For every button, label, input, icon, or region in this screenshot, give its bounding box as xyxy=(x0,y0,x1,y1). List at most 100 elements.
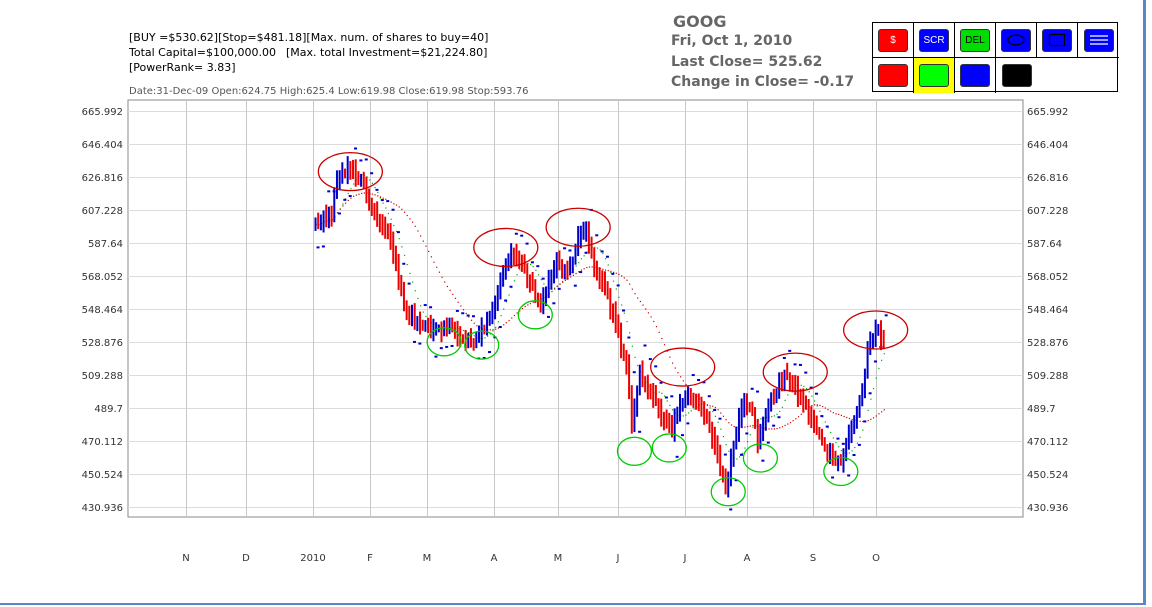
moving-average-dot xyxy=(382,197,384,199)
moving-average-dot xyxy=(508,294,510,296)
moving-average-dot xyxy=(883,409,885,411)
toolbar-cell-selected xyxy=(914,58,955,93)
moving-average-dot xyxy=(412,281,414,283)
ellipse-icon xyxy=(1007,34,1025,46)
x-tick-label: M xyxy=(554,553,563,564)
moving-average-dot xyxy=(417,230,419,232)
moving-average-dot xyxy=(393,224,395,227)
moving-average-dot xyxy=(452,293,454,295)
high-circle xyxy=(317,151,384,192)
green-swatch[interactable] xyxy=(919,64,949,87)
moving-average-dot xyxy=(661,337,663,340)
moving-average-dot xyxy=(556,285,558,288)
moving-average-dot xyxy=(355,194,357,196)
moving-average-dot xyxy=(575,265,577,267)
dollar-button[interactable]: $ xyxy=(878,28,908,52)
moving-average-dot xyxy=(722,415,725,417)
low-circle xyxy=(464,330,500,360)
red-swatch[interactable] xyxy=(878,64,908,87)
rectangle-tool-button[interactable] xyxy=(1042,28,1072,52)
last-close: Last Close= 525.62 xyxy=(671,54,823,70)
black-swatch[interactable] xyxy=(1001,64,1032,87)
moving-average-dot xyxy=(623,277,625,279)
moving-average-dot xyxy=(787,394,789,396)
moving-average-dot xyxy=(347,199,349,202)
moving-average-dot xyxy=(414,225,416,227)
toolbar-cell: DEL xyxy=(955,23,996,58)
moving-average-dot xyxy=(878,367,880,370)
y-tick-label-right: 430.936 xyxy=(1027,503,1068,514)
moving-average-dot xyxy=(580,258,583,260)
y-tick-label-right: 587.64 xyxy=(1027,239,1062,250)
moving-average-dot xyxy=(816,405,818,407)
del-button[interactable]: DEL xyxy=(960,28,990,52)
y-tick-label-right: 450.524 xyxy=(1027,470,1068,481)
lines-icon xyxy=(1089,35,1108,45)
moving-average-dot xyxy=(401,246,403,248)
x-tick-label: J xyxy=(616,553,620,564)
moving-average-dot xyxy=(540,279,542,281)
moving-average-dot xyxy=(444,281,446,283)
moving-average-dot xyxy=(848,417,851,420)
moving-average-dot xyxy=(645,308,647,310)
high-circle xyxy=(650,347,716,387)
moving-average-dot xyxy=(835,413,837,415)
moving-average-dot xyxy=(760,418,762,420)
lines-tool-button[interactable] xyxy=(1083,28,1114,52)
moving-average-dot xyxy=(377,191,379,194)
moving-average-dot xyxy=(513,314,516,317)
moving-average-dot xyxy=(669,404,671,406)
moving-average-dot xyxy=(505,301,507,303)
moving-average-dot xyxy=(709,405,711,407)
moving-average-dot xyxy=(406,264,408,266)
moving-average-dot xyxy=(714,415,717,417)
moving-average-dot xyxy=(827,427,829,429)
moving-average-dot xyxy=(527,262,529,264)
moving-average-dot xyxy=(371,182,373,184)
moving-average-dot xyxy=(728,422,730,424)
buy-info: [BUY =$530.62][Stop=$481.18][Max. num. o… xyxy=(129,31,489,44)
moving-average-dot xyxy=(749,425,751,427)
scr-button[interactable]: SCR xyxy=(919,28,949,52)
blue-swatch[interactable] xyxy=(960,64,990,87)
moving-average-dot xyxy=(516,312,518,314)
moving-average-dot xyxy=(395,230,398,232)
moving-average-dot xyxy=(403,254,406,257)
moving-average-dot xyxy=(752,424,754,427)
moving-average-dot xyxy=(586,266,588,269)
moving-average-dot xyxy=(489,333,491,335)
moving-average-dot xyxy=(851,418,853,421)
moving-average-dot xyxy=(473,335,475,337)
moving-average-dot xyxy=(353,195,355,197)
moving-average-dot xyxy=(420,305,422,307)
moving-average-dot xyxy=(527,304,529,306)
moving-average-dot xyxy=(738,456,741,458)
moving-average-dot xyxy=(430,256,432,258)
moving-average-dot xyxy=(521,307,524,310)
moving-average-dot xyxy=(610,272,612,274)
moving-average-dot xyxy=(562,281,564,283)
moving-average-dot xyxy=(859,436,861,438)
moving-average-dot xyxy=(578,271,580,273)
moving-average-dot xyxy=(594,246,596,248)
moving-average-dot xyxy=(872,387,875,390)
moving-average-dot xyxy=(382,202,384,204)
moving-average-dot xyxy=(870,398,872,400)
moving-average-dot xyxy=(830,410,832,412)
moving-average-dot xyxy=(513,280,516,282)
moving-average-dot xyxy=(631,345,633,347)
moving-average-dot xyxy=(473,322,475,324)
moving-average-dot xyxy=(811,405,813,407)
moving-average-dot xyxy=(851,450,853,452)
ellipse-tool-button[interactable] xyxy=(1001,28,1031,52)
moving-average-dot xyxy=(610,270,612,273)
moving-average-dot xyxy=(385,198,387,200)
moving-average-dot xyxy=(736,458,738,460)
moving-average-dot xyxy=(680,376,682,378)
moving-average-dot xyxy=(725,419,727,421)
bar-info-line: Date:31-Dec-09 Open:624.75 High:625.4 Lo… xyxy=(129,86,529,97)
moving-average-dot xyxy=(613,280,615,282)
moving-average-dot xyxy=(583,255,585,257)
moving-average-dot xyxy=(840,449,842,452)
moving-average-dot xyxy=(403,211,406,213)
